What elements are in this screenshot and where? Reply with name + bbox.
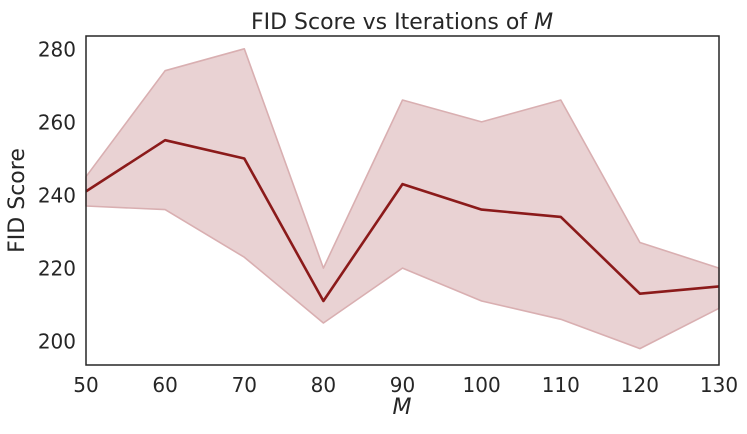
chart-title-text: FID Score vs Iterations of bbox=[251, 10, 534, 35]
y-axis-tick-labels: 200 220 240 260 280 bbox=[38, 37, 76, 353]
x-axis-tick-labels: 50 60 70 80 90 100 110 120 130 bbox=[73, 373, 738, 397]
x-axis-label: M bbox=[393, 395, 412, 420]
y-tick-label: 220 bbox=[38, 257, 76, 281]
plot-area-border bbox=[85, 35, 720, 366]
x-tick-label: 50 bbox=[73, 373, 98, 397]
confidence-band bbox=[85, 48, 720, 350]
x-tick-label: 70 bbox=[232, 373, 257, 397]
y-axis-label: FID Score bbox=[5, 148, 30, 253]
y-tick-label: 240 bbox=[38, 184, 76, 208]
mean-line bbox=[85, 138, 720, 303]
x-tick-label: 80 bbox=[311, 373, 336, 397]
x-tick-label: 90 bbox=[390, 373, 415, 397]
x-tick-label: 110 bbox=[542, 373, 580, 397]
chart-title: FID Score vs Iterations of M bbox=[251, 10, 553, 35]
y-tick-label: 260 bbox=[38, 110, 76, 134]
x-tick-label: 60 bbox=[152, 373, 177, 397]
x-tick-label: 130 bbox=[700, 373, 738, 397]
x-tick-label: 120 bbox=[621, 373, 659, 397]
y-tick-label: 200 bbox=[38, 330, 76, 354]
y-tick-label: 280 bbox=[38, 37, 76, 61]
chart-title-variable: M bbox=[534, 10, 553, 35]
x-tick-label: 100 bbox=[463, 373, 501, 397]
